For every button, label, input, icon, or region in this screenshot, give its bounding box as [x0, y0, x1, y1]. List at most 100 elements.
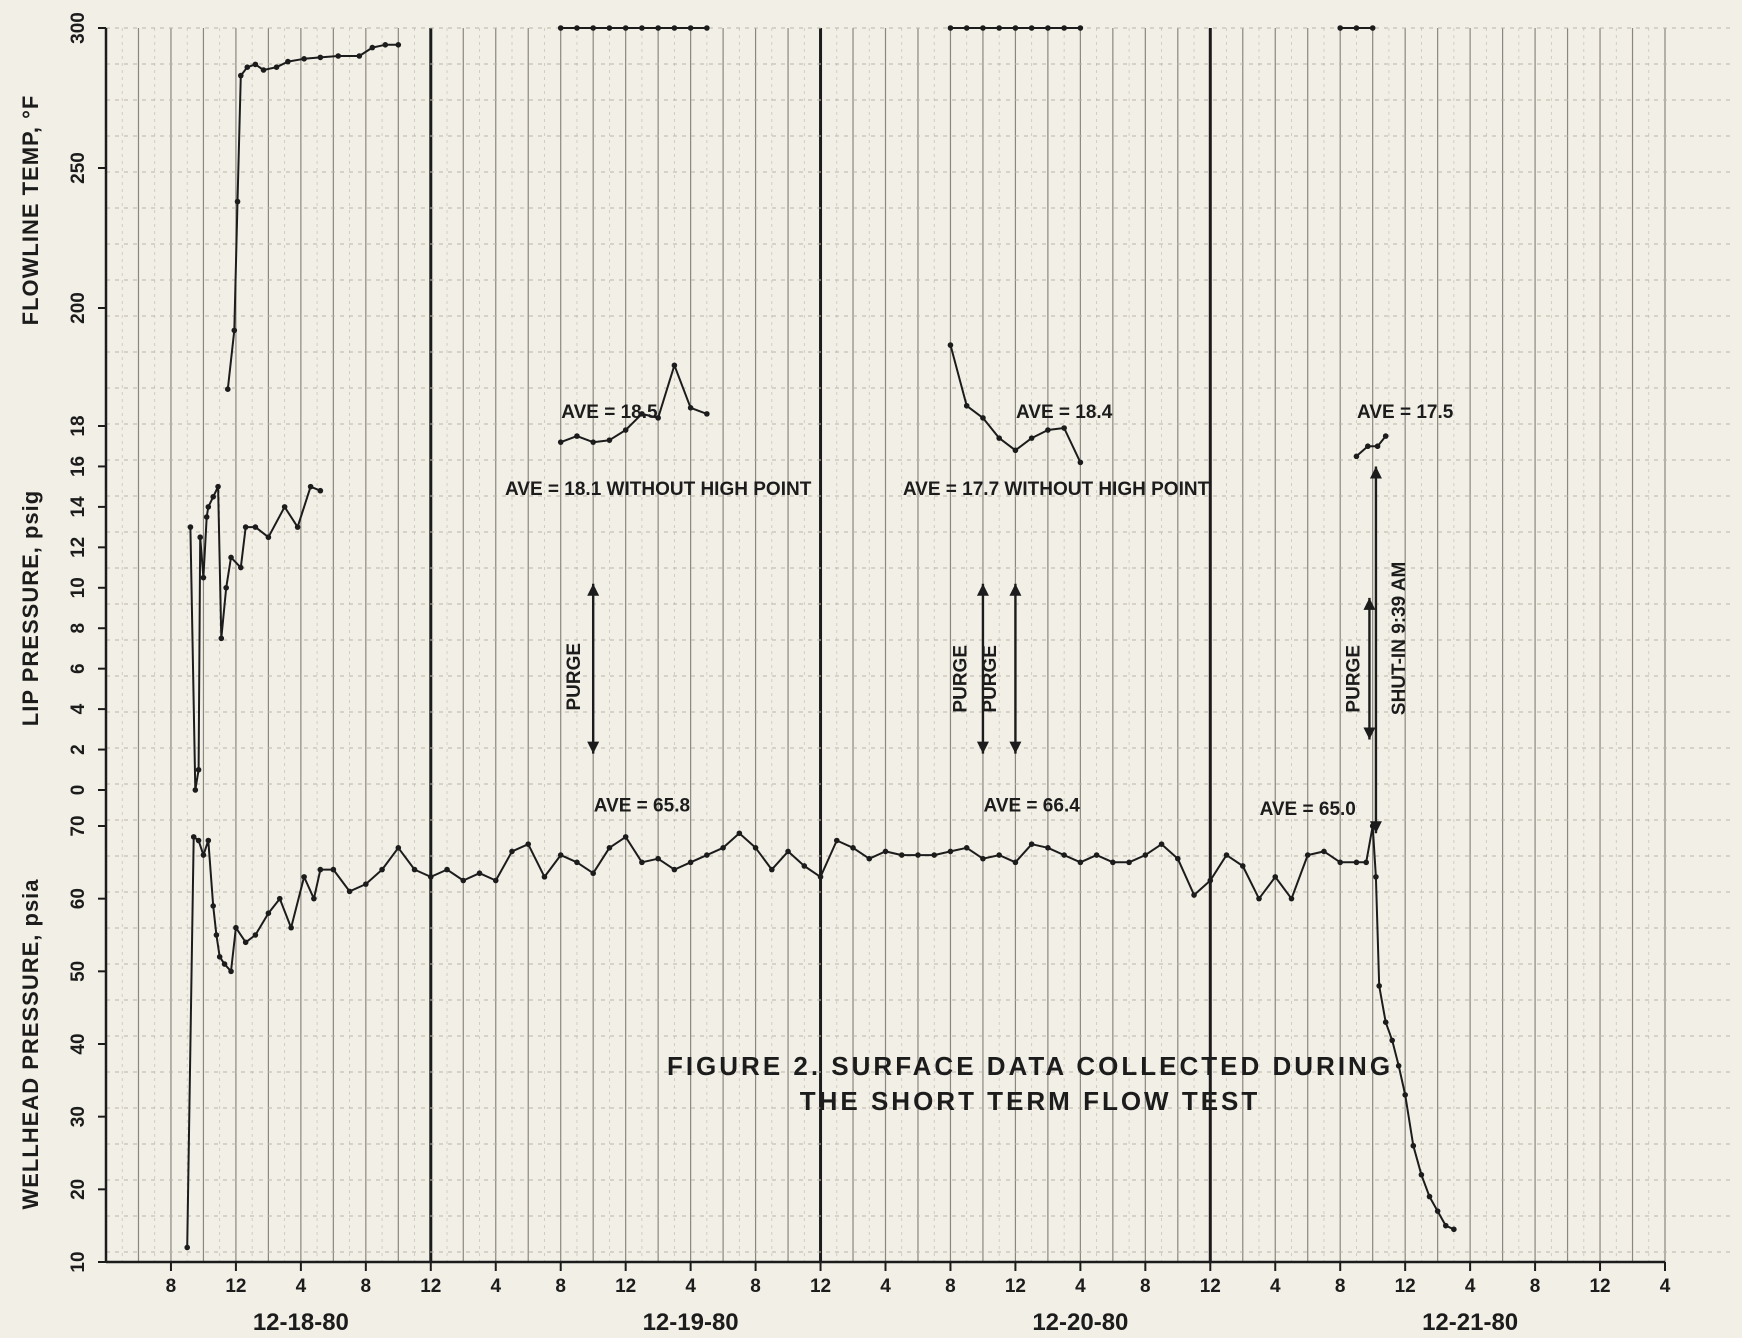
data-point [369, 44, 376, 51]
data-point [947, 342, 954, 348]
data-point [1288, 895, 1295, 902]
data-point [1374, 443, 1381, 450]
data-point [276, 895, 283, 902]
y-tick-label: 0 [68, 785, 89, 796]
data-point [301, 56, 307, 62]
data-point [200, 574, 207, 581]
data-point [1451, 1226, 1457, 1233]
data-point [205, 504, 212, 510]
data-point [622, 427, 629, 433]
data-point [192, 787, 199, 793]
series-line-lip [189, 485, 321, 791]
date-label: 12-20-80 [1032, 1309, 1128, 1336]
data-point [1175, 855, 1181, 862]
y-tick-label: 4 [68, 703, 89, 714]
data-point [980, 415, 986, 421]
data-point [242, 524, 249, 530]
data-point [1191, 892, 1197, 898]
date-label: 12-19-80 [643, 1309, 739, 1336]
data-point [273, 64, 280, 70]
data-point [525, 841, 532, 847]
data-point [224, 386, 231, 393]
x-tick-label: 12 [1005, 1276, 1026, 1297]
data-point [817, 874, 824, 880]
data-point [210, 903, 216, 909]
data-point [1395, 1063, 1402, 1069]
data-point [996, 25, 1002, 31]
y-tick-label: 200 [68, 292, 89, 324]
data-point [1110, 859, 1116, 866]
annotation-layer: AVE = 18.5 AVE = 18.1 WITHOUT HIGH POINT A… [505, 402, 1454, 834]
data-point [1376, 983, 1382, 989]
data-point [460, 877, 467, 884]
data-point [252, 61, 259, 68]
data-point [622, 25, 629, 31]
x-tick-label: 4 [880, 1276, 891, 1297]
data-point [1045, 845, 1051, 851]
data-point [427, 874, 434, 880]
y-tick-label: 300 [68, 12, 89, 44]
purge-arrow-head-up [1363, 597, 1376, 610]
x-tick-label: 8 [1335, 1276, 1346, 1297]
data-point [639, 25, 645, 31]
average-annotation: AVE = 18.1 WITHOUT HIGH POINT [505, 479, 812, 500]
data-point [213, 932, 220, 938]
data-point [1045, 25, 1051, 31]
date-label: 12-18-80 [253, 1309, 349, 1336]
data-point [197, 534, 203, 541]
data-point [1353, 859, 1360, 866]
data-point [317, 54, 324, 61]
y-tick-label: 6 [68, 663, 89, 674]
data-point [1061, 425, 1067, 431]
data-point [1426, 1193, 1433, 1200]
data-point [1434, 1208, 1441, 1214]
data-point [1223, 852, 1230, 858]
data-point [200, 852, 207, 858]
data-point [1382, 1019, 1389, 1025]
data-point [195, 766, 202, 773]
axes: 10 20 30 40 50 60 70 WELLHEAD PRESSURE, psia 0 2 4… [18, 12, 1671, 1336]
data-point [231, 327, 238, 334]
data-point [655, 415, 661, 421]
data-point [801, 863, 808, 869]
data-point [1061, 25, 1067, 31]
vertical-note: PURGE [951, 645, 972, 713]
data-point [221, 961, 228, 967]
data-point [260, 67, 267, 73]
x-tick-label: 8 [361, 1276, 372, 1297]
x-tick-label: 8 [750, 1276, 761, 1297]
data-point [996, 435, 1002, 441]
average-annotation: AVE = 17.7 WITHOUT HIGH POINT [903, 479, 1210, 500]
data-point [228, 554, 234, 561]
data-point [265, 534, 272, 541]
data-point [244, 64, 251, 70]
data-point [1418, 1172, 1425, 1178]
vertical-note: PURGE [564, 643, 585, 711]
data-point [606, 25, 613, 31]
average-annotation: AVE = 17.5 [1357, 402, 1454, 423]
x-tick-label: 12 [1200, 1276, 1221, 1297]
data-point [833, 837, 840, 844]
data-point [1012, 447, 1019, 454]
data-point [769, 866, 775, 873]
x-tick-label: 12 [225, 1276, 246, 1297]
data-point [1012, 25, 1019, 31]
data-point [1077, 459, 1084, 466]
purge-arrow-head-up [1009, 583, 1022, 596]
data-point [1158, 841, 1165, 847]
y-tick-label: 2 [68, 744, 89, 755]
data-point [963, 25, 970, 31]
data-point [898, 852, 905, 858]
data-point [639, 411, 645, 417]
data-point [1363, 859, 1369, 866]
data-point [671, 25, 678, 31]
data-point [1061, 852, 1067, 858]
data-point [363, 881, 369, 887]
data-point [850, 845, 856, 851]
shut-in-arrow-head-up [1369, 466, 1382, 479]
data-point [228, 968, 234, 975]
data-point [237, 564, 244, 571]
data-point [195, 837, 202, 844]
x-tick-label: 4 [296, 1276, 307, 1297]
data-point [411, 866, 418, 873]
